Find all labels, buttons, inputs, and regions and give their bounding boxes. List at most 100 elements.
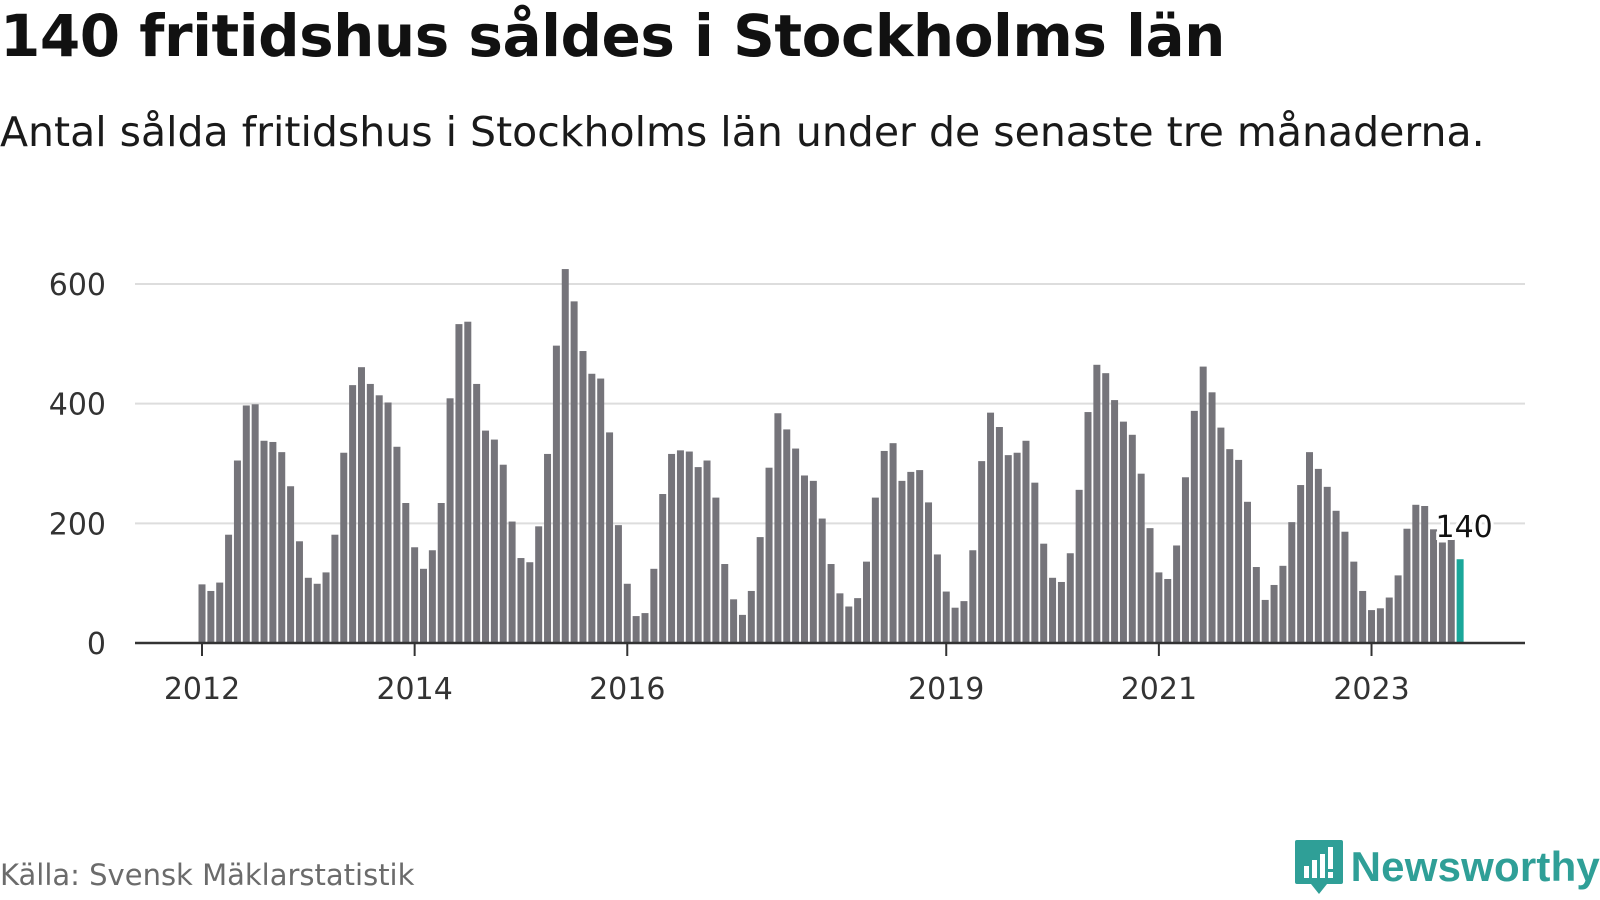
bar (1049, 577, 1057, 643)
bar (1438, 542, 1446, 643)
bar (1164, 578, 1172, 643)
bar (526, 562, 534, 643)
bar (349, 385, 357, 643)
bar (331, 534, 339, 643)
bar (570, 301, 578, 643)
bar (1270, 584, 1278, 643)
bar (1421, 505, 1429, 643)
bar (1093, 364, 1101, 643)
bar (411, 547, 419, 643)
bar (659, 494, 667, 643)
bar (827, 564, 835, 643)
bar (1111, 400, 1119, 643)
bar (1173, 545, 1181, 643)
bar (987, 412, 995, 643)
bar (632, 616, 640, 643)
bar (925, 502, 933, 643)
bar (1075, 489, 1083, 643)
bar (1031, 482, 1039, 643)
bar (1376, 608, 1384, 643)
bar (836, 593, 844, 643)
bar (588, 373, 596, 643)
bar (880, 450, 888, 643)
bar (1430, 529, 1438, 643)
bar (951, 607, 959, 643)
bar (1226, 449, 1234, 643)
bar (499, 464, 507, 643)
bar (428, 550, 436, 643)
bar (490, 439, 498, 643)
bar (960, 601, 968, 643)
y-axis-labels: 0 200 400 600 (49, 268, 106, 662)
bar (464, 321, 472, 643)
bar (1084, 412, 1092, 643)
bar (1119, 421, 1127, 643)
bar-series (198, 269, 1464, 644)
bar (845, 606, 853, 643)
x-tick-label: 2023 (1333, 672, 1409, 707)
bar (765, 467, 773, 643)
bar (1332, 510, 1340, 643)
bar (1288, 522, 1296, 643)
bar (907, 471, 915, 643)
bar (1190, 410, 1198, 643)
brand-name: Newsworthy (1350, 843, 1600, 890)
bar (650, 568, 658, 643)
bar (623, 583, 631, 643)
bar (889, 443, 897, 643)
bar (597, 378, 605, 643)
bar (818, 518, 826, 643)
bar (800, 475, 808, 643)
bar (730, 599, 738, 643)
bar (1146, 528, 1154, 643)
x-tick-label: 2019 (908, 672, 984, 707)
bar (871, 497, 879, 643)
brand-logo[interactable]: Newsworthy (1293, 838, 1600, 896)
bar (1066, 553, 1074, 643)
bar (393, 446, 401, 643)
bar (1208, 392, 1216, 643)
bar (1235, 459, 1243, 643)
bar (969, 550, 977, 643)
bar (242, 405, 250, 643)
bar (260, 440, 268, 643)
bar (446, 398, 454, 643)
bar (295, 541, 303, 643)
bar (1412, 504, 1420, 643)
highlight-value-label: 140 (1435, 510, 1492, 545)
bar (207, 590, 215, 643)
bar (304, 577, 312, 643)
bar (251, 404, 259, 643)
bar (420, 568, 427, 643)
bar (535, 526, 543, 643)
bar (384, 402, 392, 643)
bar (1261, 599, 1269, 643)
bar (1306, 452, 1313, 643)
x-tick-label: 2014 (376, 672, 452, 707)
bar (1128, 434, 1136, 643)
bar (473, 383, 481, 643)
bar (933, 554, 941, 643)
bar (482, 430, 490, 643)
bar (1368, 610, 1376, 643)
bar (579, 351, 587, 643)
bar (1314, 468, 1322, 643)
bar (1394, 575, 1402, 643)
bar (792, 448, 800, 643)
bar (508, 521, 516, 643)
bar (1102, 373, 1110, 643)
bar (756, 537, 764, 643)
bar (1403, 528, 1411, 643)
bar (1341, 531, 1349, 643)
bar (747, 590, 755, 643)
bar (216, 582, 224, 643)
y-tick-label: 400 (49, 388, 106, 423)
bar (809, 480, 817, 643)
bar (942, 591, 950, 643)
bar (703, 460, 711, 643)
bar (1350, 561, 1358, 643)
bar (269, 441, 277, 643)
bar (863, 561, 870, 643)
bar (233, 460, 241, 643)
